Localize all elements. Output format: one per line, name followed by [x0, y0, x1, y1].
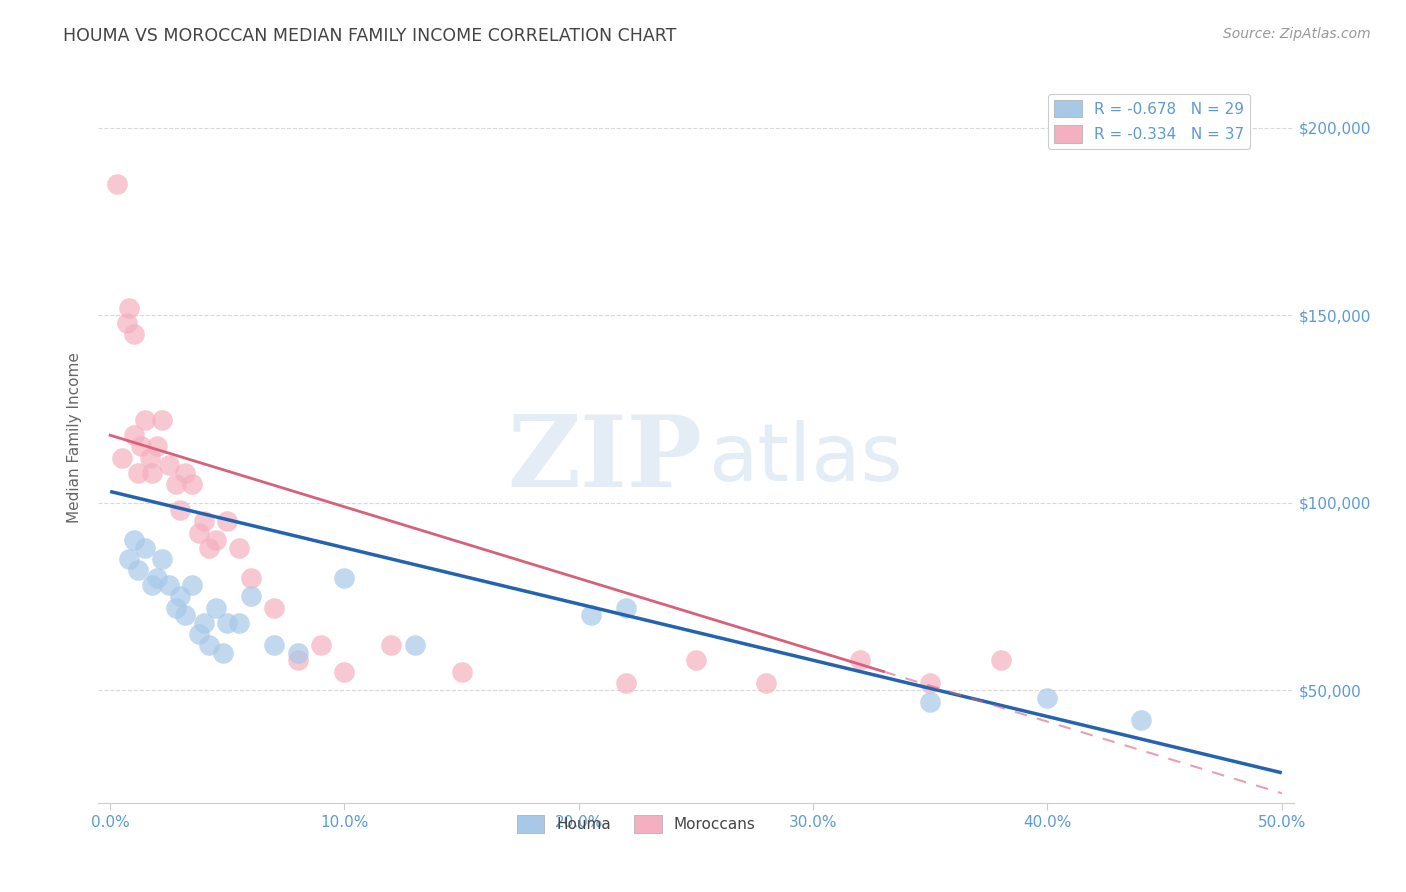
- Point: [217, 515, 239, 529]
- Point: [239, 571, 262, 585]
- Point: [146, 440, 169, 454]
- Point: [614, 675, 637, 690]
- Point: [211, 646, 233, 660]
- Point: [204, 600, 226, 615]
- Point: [122, 428, 145, 442]
- Text: Source: ZipAtlas.com: Source: ZipAtlas.com: [1223, 27, 1371, 41]
- Point: [150, 413, 173, 427]
- Point: [204, 533, 226, 548]
- Point: [127, 466, 149, 480]
- Point: [228, 541, 250, 555]
- Point: [1036, 690, 1059, 705]
- Point: [685, 653, 707, 667]
- Point: [157, 578, 180, 592]
- Point: [115, 316, 138, 330]
- Point: [333, 665, 356, 679]
- Point: [1130, 713, 1153, 727]
- Point: [134, 413, 156, 427]
- Point: [165, 600, 187, 615]
- Point: [228, 615, 250, 630]
- Point: [169, 503, 191, 517]
- Point: [165, 477, 187, 491]
- Point: [263, 638, 285, 652]
- Point: [174, 466, 197, 480]
- Y-axis label: Median Family Income: Median Family Income: [67, 351, 83, 523]
- Point: [105, 177, 128, 191]
- Point: [197, 541, 219, 555]
- Point: [404, 638, 426, 652]
- Point: [118, 552, 141, 566]
- Point: [181, 477, 204, 491]
- Point: [239, 590, 262, 604]
- Point: [193, 515, 215, 529]
- Point: [150, 552, 173, 566]
- Point: [287, 646, 309, 660]
- Point: [450, 665, 472, 679]
- Point: [139, 450, 162, 465]
- Point: [122, 326, 145, 341]
- Point: [197, 638, 219, 652]
- Point: [122, 533, 145, 548]
- Point: [287, 653, 309, 667]
- Point: [174, 608, 197, 623]
- Point: [141, 466, 163, 480]
- Text: ZIP: ZIP: [508, 410, 702, 508]
- Point: [849, 653, 872, 667]
- Text: atlas: atlas: [709, 420, 903, 498]
- Point: [380, 638, 402, 652]
- Point: [309, 638, 332, 652]
- Point: [920, 675, 942, 690]
- Point: [129, 440, 152, 454]
- Point: [134, 541, 156, 555]
- Point: [920, 694, 942, 708]
- Point: [333, 571, 356, 585]
- Point: [990, 653, 1012, 667]
- Point: [193, 615, 215, 630]
- Legend: Houma, Moroccans: Houma, Moroccans: [510, 809, 762, 839]
- Point: [146, 571, 169, 585]
- Point: [111, 450, 134, 465]
- Point: [263, 600, 285, 615]
- Point: [141, 578, 163, 592]
- Point: [127, 563, 149, 577]
- Point: [118, 301, 141, 315]
- Point: [181, 578, 204, 592]
- Point: [188, 525, 211, 540]
- Point: [188, 627, 211, 641]
- Point: [755, 675, 778, 690]
- Text: HOUMA VS MOROCCAN MEDIAN FAMILY INCOME CORRELATION CHART: HOUMA VS MOROCCAN MEDIAN FAMILY INCOME C…: [63, 27, 676, 45]
- Point: [157, 458, 180, 473]
- Point: [614, 600, 637, 615]
- Point: [217, 615, 239, 630]
- Point: [579, 608, 602, 623]
- Point: [169, 590, 191, 604]
